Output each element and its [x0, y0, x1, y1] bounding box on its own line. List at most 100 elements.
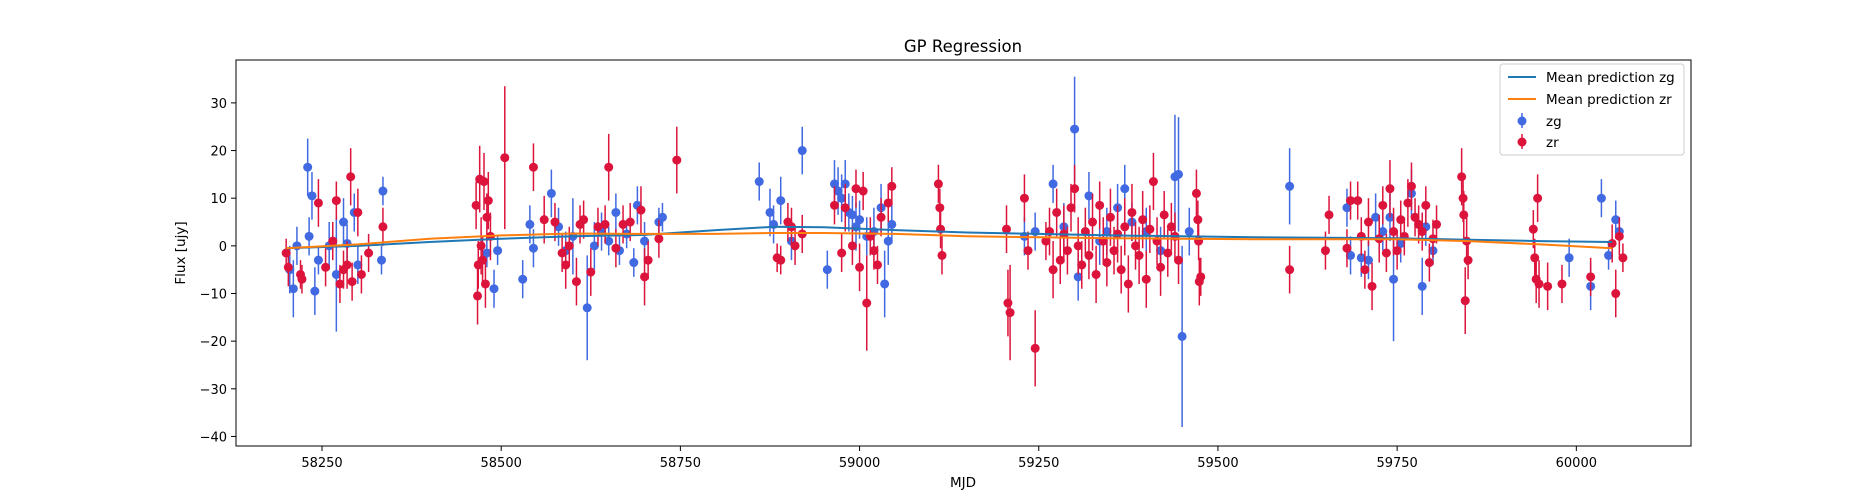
- data-point: [1120, 222, 1130, 232]
- data-point: [1389, 227, 1399, 237]
- data-point: [378, 222, 388, 232]
- data-point: [1378, 227, 1388, 237]
- data-point: [528, 162, 538, 172]
- data-point: [1134, 250, 1144, 260]
- data-point: [1363, 255, 1373, 265]
- data-point: [1109, 246, 1119, 256]
- data-point: [862, 298, 872, 308]
- data-point: [851, 184, 861, 194]
- data-point: [1113, 229, 1123, 239]
- data-point: [876, 212, 886, 222]
- x-tick-label: 59500: [1197, 456, 1238, 471]
- data-point: [1342, 243, 1352, 253]
- y-tick-label: 20: [210, 145, 227, 160]
- data-point: [1048, 265, 1058, 275]
- data-point: [855, 262, 865, 272]
- legend: Mean prediction zg Mean prediction zr zg…: [1499, 63, 1685, 156]
- data-point: [858, 186, 868, 196]
- y-axis-label: Flux [ujy]: [173, 221, 189, 284]
- data-point: [528, 243, 538, 253]
- data-point: [887, 181, 897, 191]
- data-point: [1285, 265, 1295, 275]
- data-point: [1342, 203, 1352, 213]
- data-point: [1324, 210, 1334, 220]
- y-tick-label: 10: [210, 192, 227, 207]
- data-point: [377, 255, 386, 265]
- data-point: [1102, 227, 1112, 237]
- data-point: [1421, 200, 1431, 210]
- data-point: [1424, 258, 1434, 268]
- data-point: [1120, 184, 1130, 194]
- data-point: [618, 219, 628, 229]
- data-point: [1055, 255, 1065, 265]
- data-point: [776, 196, 786, 206]
- data-point: [1360, 265, 1370, 275]
- data-point: [479, 177, 489, 187]
- data-point: [1138, 215, 1148, 225]
- data-point: [797, 146, 807, 156]
- data-point: [1611, 289, 1621, 299]
- data-point: [310, 286, 320, 296]
- x-axis-label: MJD: [950, 475, 976, 491]
- data-point: [1432, 219, 1442, 229]
- data-point: [1080, 227, 1090, 237]
- data-point: [1285, 181, 1295, 191]
- data-point: [754, 177, 764, 187]
- data-point: [589, 241, 599, 251]
- x-tick-label: 58250: [301, 456, 342, 471]
- data-point: [1116, 265, 1126, 275]
- data-point: [1381, 248, 1391, 258]
- data-point: [303, 162, 313, 172]
- data-point: [586, 267, 596, 277]
- data-point: [1604, 250, 1614, 260]
- data-point: [288, 284, 298, 294]
- x-tick-label: 58500: [481, 456, 522, 471]
- data-point: [307, 191, 317, 201]
- data-point: [593, 222, 603, 232]
- data-point: [500, 153, 510, 163]
- data-point: [339, 217, 349, 227]
- data-point: [1389, 274, 1399, 284]
- data-point: [1564, 253, 1574, 263]
- data-point: [1041, 236, 1051, 246]
- data-point: [571, 277, 581, 287]
- data-point: [1048, 179, 1058, 189]
- data-point: [657, 212, 667, 222]
- data-point: [353, 260, 363, 270]
- data-point: [1166, 222, 1176, 232]
- data-point: [1196, 272, 1206, 282]
- data-point: [611, 207, 621, 217]
- data-point: [1145, 224, 1155, 234]
- data-point: [1091, 269, 1101, 279]
- y-tick-label: 30: [210, 97, 227, 112]
- data-point: [790, 241, 800, 251]
- legend-label-zg: zg: [1546, 114, 1562, 130]
- data-point: [611, 243, 621, 253]
- data-point: [776, 255, 786, 265]
- y-tick-label: −10: [200, 288, 227, 303]
- data-point: [493, 246, 503, 256]
- data-point: [525, 219, 535, 229]
- data-point: [1019, 193, 1029, 203]
- data-point: [840, 203, 850, 213]
- data-point: [1073, 241, 1083, 251]
- data-point: [546, 188, 556, 198]
- data-point: [1066, 203, 1076, 213]
- data-point: [335, 279, 345, 289]
- data-point: [1463, 255, 1473, 265]
- data-point: [1403, 198, 1413, 208]
- data-point: [829, 179, 839, 189]
- data-point: [1123, 279, 1133, 289]
- data-point: [1084, 250, 1094, 260]
- data-point: [880, 279, 890, 289]
- data-point: [1105, 212, 1115, 222]
- legend-box: [1499, 63, 1685, 156]
- x-tick-label: 59000: [839, 456, 880, 471]
- plot-area: [281, 76, 1628, 427]
- data-point: [1528, 224, 1538, 234]
- data-point: [1102, 258, 1112, 268]
- y-tick-label: −40: [200, 430, 227, 445]
- data-point: [550, 217, 560, 227]
- data-point: [1534, 279, 1544, 289]
- data-point: [1177, 331, 1187, 341]
